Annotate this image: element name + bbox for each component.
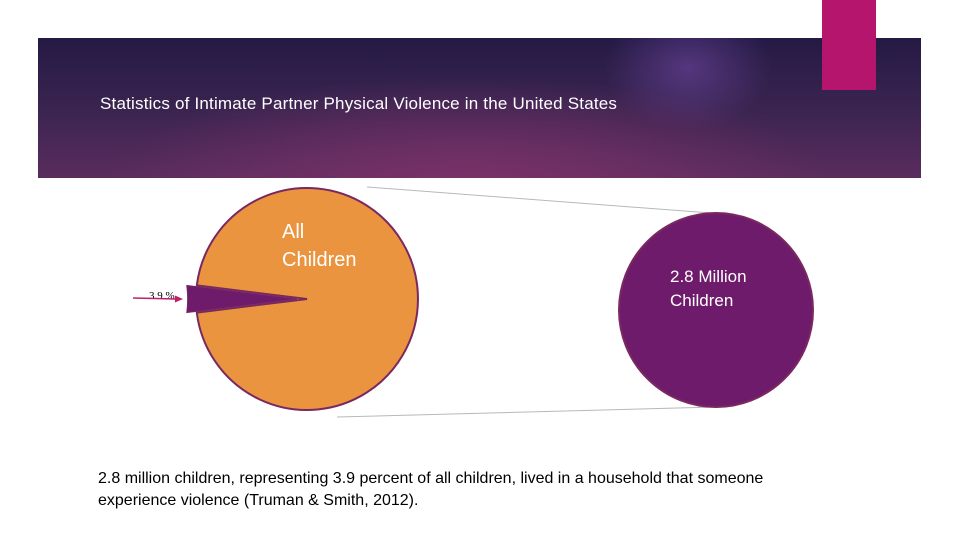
slide-caption: 2.8 million children, representing 3.9 p… [98, 470, 764, 509]
connector-line-bottom [336, 406, 717, 418]
pie-slice-all-children [195, 187, 419, 411]
pie-label-line-1: All [282, 221, 304, 243]
slice-label-3-9-percent: 3.9 % [149, 290, 175, 302]
exploded-circle-2-8-million [618, 212, 814, 408]
slide-title: Statistics of Intimate Partner Physical … [100, 94, 618, 113]
pie-label-line-2: Children [282, 249, 356, 271]
pie-slice-3-9-percent [186, 284, 298, 314]
connector-line-top [366, 186, 712, 214]
title-banner [38, 38, 921, 178]
pie-label-all-children: All Children [282, 221, 356, 271]
exploded-label-line-1: 2.8 Million [670, 267, 747, 286]
exploded-label-line-2: Children [670, 291, 733, 310]
slice-pointer-arrow [132, 297, 177, 300]
exploded-circle-label: 2.8 Million Children [670, 267, 751, 310]
slice-pointer-arrowhead [175, 295, 183, 303]
accent-bar [822, 0, 876, 90]
